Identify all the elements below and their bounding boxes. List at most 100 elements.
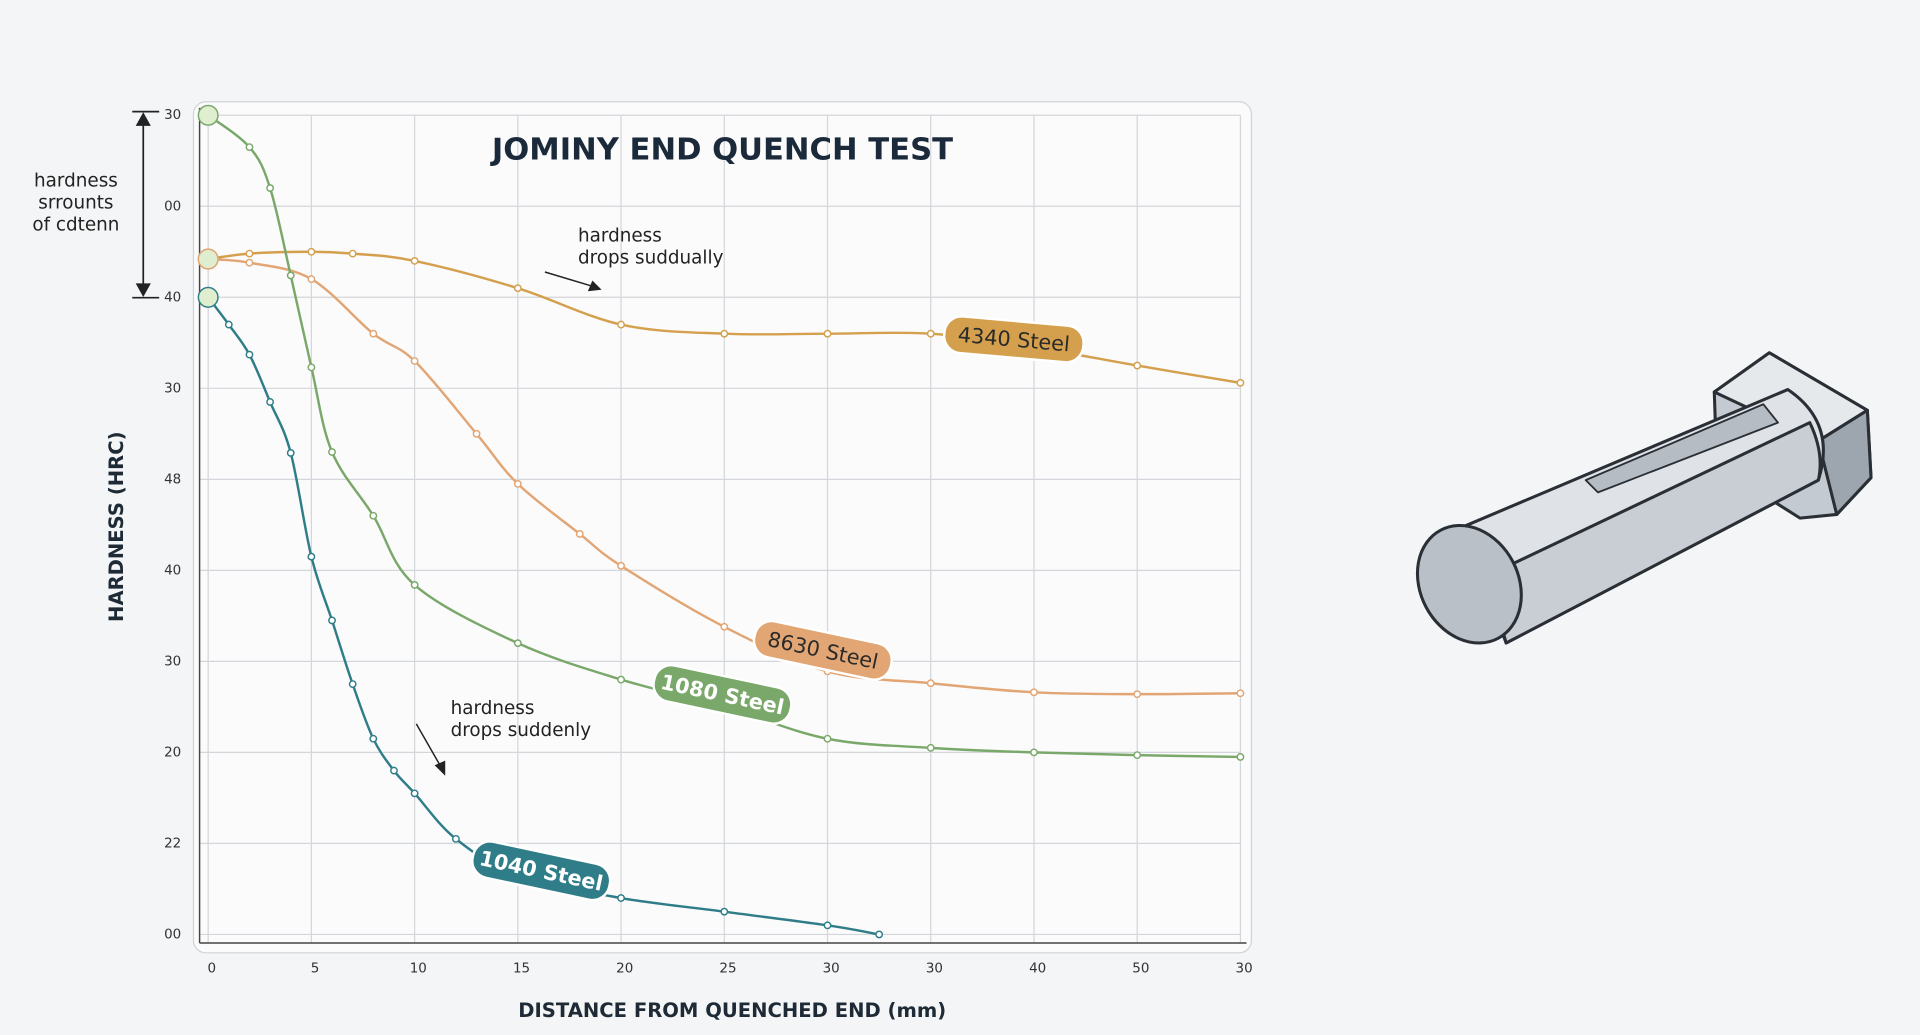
data-point: [823, 734, 832, 743]
data-point: [720, 329, 729, 338]
data-point: [617, 561, 625, 570]
bracket: [132, 110, 160, 299]
data-point: [286, 449, 295, 457]
series-line: [208, 257, 1241, 696]
data-point: [875, 930, 884, 939]
y-tick-label: 00: [164, 927, 181, 942]
data-point: [328, 448, 336, 456]
x-tick-label: 40: [1029, 962, 1046, 977]
grid: 00 22 20 30 40 48 30 40 00 30 0 5 10 15 20 25 30 30 40 50 30: [164, 107, 1253, 977]
annotation: drops suddually: [578, 248, 724, 269]
data-point: [410, 789, 419, 798]
label-pill: [471, 840, 612, 902]
data-point: [369, 734, 378, 743]
annotation: hardness: [451, 698, 535, 719]
label-pill: [942, 315, 1085, 364]
data-point: [197, 104, 219, 126]
data-point: [1030, 688, 1038, 697]
data-point: [823, 921, 832, 930]
annotation: hardness: [578, 225, 662, 246]
x-tick-label: 50: [1132, 962, 1149, 977]
x-tick-label: 25: [719, 962, 736, 977]
data-point: [617, 320, 625, 329]
data-point: [390, 766, 398, 775]
data-point: [1133, 690, 1142, 699]
data-point: [513, 639, 522, 648]
chart-title: JOMINY END QUENCH TEST: [490, 132, 953, 167]
data-point: [720, 622, 729, 631]
data-point: [1030, 748, 1038, 757]
data-point: [307, 275, 316, 284]
data-point: [1133, 751, 1142, 760]
data-point: [286, 271, 295, 280]
x-tick-label: 0: [208, 962, 217, 977]
y-tick-label: 48: [164, 472, 181, 487]
data-point: [245, 249, 254, 258]
y-axis-label: HARDNESS (HRC): [105, 431, 128, 622]
x-tick-label: 20: [616, 962, 633, 977]
data-point: [410, 581, 419, 589]
plot-frame: [192, 101, 1253, 954]
data-point: [926, 743, 935, 752]
x-tick-label: 30: [926, 962, 943, 977]
data-point: [1236, 689, 1245, 698]
annotation: srrounts: [38, 192, 113, 213]
data-point: [410, 256, 419, 265]
data-point: [575, 530, 584, 538]
data-point: [369, 511, 378, 520]
data-point: [926, 679, 935, 688]
data-point: [513, 284, 522, 293]
y-tick-label: 22: [164, 836, 181, 851]
data-point: [410, 357, 419, 365]
data-point: [823, 329, 832, 338]
data-point: [1236, 378, 1245, 387]
data-point: [348, 680, 357, 689]
x-tick-label: 30: [823, 962, 840, 977]
data-point: [266, 184, 275, 192]
data-point: [1236, 753, 1245, 761]
annotation: hardness: [34, 170, 118, 191]
annotation-arrow: [415, 271, 602, 776]
data-point: [197, 286, 219, 308]
data-point: [328, 616, 336, 625]
data-point: [513, 479, 522, 488]
data-point: [369, 329, 378, 338]
data-point: [224, 320, 233, 329]
data-point: [1133, 361, 1142, 370]
specimen-illustration: [1415, 351, 1873, 645]
y-tick-label: 30: [164, 381, 181, 396]
data-point: [266, 398, 275, 406]
data-point: [197, 248, 219, 270]
y-tick-label: 00: [164, 199, 181, 214]
data-point: [472, 429, 481, 438]
annotation: of cdtenn: [32, 214, 119, 235]
x-tick-label: 10: [410, 962, 427, 977]
x-tick-label: 15: [513, 962, 530, 977]
x-tick-label: 5: [311, 962, 320, 977]
label-pill: [752, 619, 893, 681]
data-point: [720, 907, 729, 916]
data-point: [348, 249, 357, 258]
data-point: [926, 329, 935, 338]
data-point: [307, 552, 316, 561]
x-tick-label: 30: [1236, 962, 1253, 977]
x-axis-label: DISTANCE FROM QUENCHED END (mm): [518, 999, 946, 1022]
label-pill: [652, 663, 793, 725]
series-label: 4340 Steel: [942, 315, 1085, 364]
data-point: [307, 363, 316, 372]
annotation: drops suddenly: [451, 720, 592, 741]
data-point: [307, 247, 316, 256]
data-point: [451, 834, 460, 843]
data-point: [245, 258, 254, 267]
y-tick-label: 40: [164, 563, 181, 578]
y-tick-label: 20: [164, 745, 181, 760]
data-point: [245, 143, 254, 152]
y-tick-label: 30: [164, 654, 181, 669]
y-tick-label: 30: [164, 108, 181, 123]
data-point: [245, 350, 254, 359]
data-point: [617, 675, 625, 684]
data-point: [617, 894, 625, 902]
